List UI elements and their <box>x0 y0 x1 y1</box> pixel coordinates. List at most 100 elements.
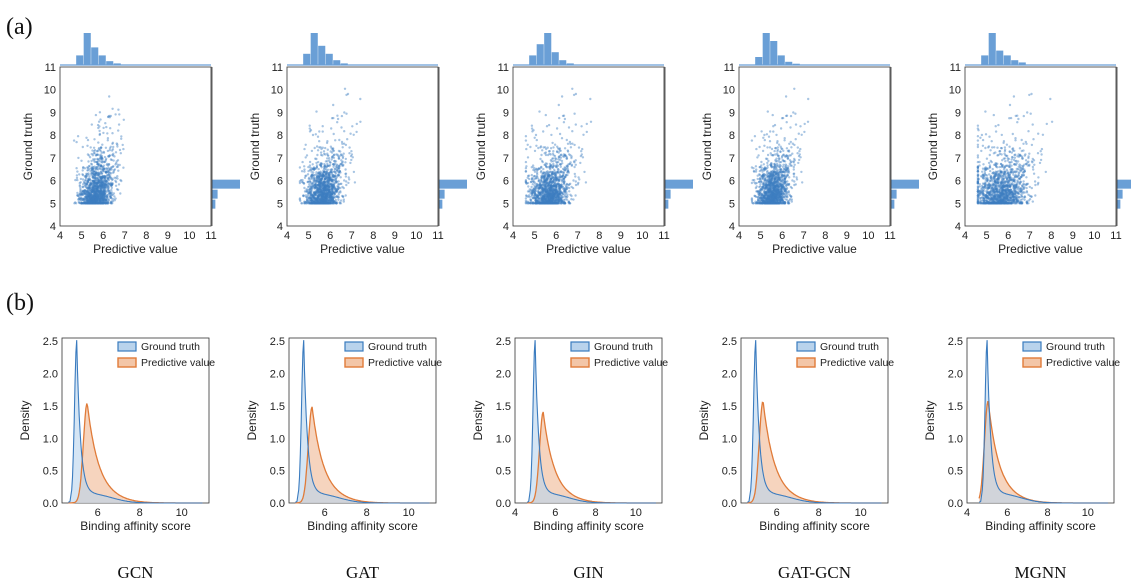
scatter-point <box>94 202 98 205</box>
scatter-point <box>99 183 102 186</box>
scatter-point <box>771 113 774 117</box>
scatter-point <box>92 195 96 198</box>
scatter-point <box>554 179 558 182</box>
scatter-point <box>102 186 105 189</box>
scatter-point <box>94 201 97 205</box>
scatter-point <box>103 187 106 191</box>
scatter-point <box>93 202 96 205</box>
scatter-point <box>79 193 82 196</box>
y-tick-label: 6 <box>503 176 509 188</box>
scatter-point <box>560 175 563 178</box>
scatter-point <box>104 146 108 149</box>
scatter-point <box>105 171 108 174</box>
scatter-point <box>90 193 93 196</box>
scatter-point <box>303 147 306 151</box>
scatter-point <box>336 114 339 117</box>
scatter-point <box>538 186 542 189</box>
scatter-point <box>341 195 345 198</box>
scatter-point <box>526 190 530 193</box>
scatter-point <box>106 139 110 142</box>
scatter-point <box>573 172 576 176</box>
scatter-point <box>102 200 106 203</box>
y-tick-label: 7 <box>50 153 56 165</box>
scatter-point <box>567 126 571 129</box>
scatter-point <box>345 93 348 97</box>
scatter-point <box>767 135 771 138</box>
scatter-point <box>108 147 112 150</box>
scatter-point <box>97 190 100 194</box>
scatter-point <box>349 154 353 158</box>
scatter-point <box>97 195 101 198</box>
scatter-point <box>570 163 574 166</box>
scatter-point <box>100 184 103 187</box>
scatter-point <box>102 195 106 199</box>
scatter-point <box>541 149 544 152</box>
scatter-point <box>547 188 550 191</box>
scatter-point <box>553 143 557 146</box>
scatter-point <box>330 195 333 198</box>
y-tick-label: 6 <box>277 176 283 188</box>
scatter-point <box>92 184 95 187</box>
scatter-point <box>94 199 97 202</box>
scatter-point <box>95 181 98 185</box>
scatter-point <box>557 158 560 161</box>
scatter-point <box>88 201 92 204</box>
scatter-point <box>107 173 111 177</box>
scatter-point <box>313 194 316 197</box>
scatter-point <box>93 201 96 204</box>
scatter-point <box>95 186 98 189</box>
scatter-point <box>102 150 105 154</box>
scatter-point <box>99 202 102 205</box>
scatter-point <box>545 197 548 200</box>
scatter-point <box>96 202 100 205</box>
scatter-point <box>91 200 94 203</box>
scatter-point <box>83 181 86 185</box>
scatter-point <box>313 167 316 171</box>
right-marginal-histogram <box>211 67 240 226</box>
scatter-point <box>100 192 104 196</box>
scatter-point <box>796 152 799 155</box>
scatter-point <box>84 202 87 205</box>
scatter-point <box>98 190 101 193</box>
scatter-point <box>116 188 120 191</box>
y-tick-label: 4 <box>503 221 509 233</box>
scatter-point <box>90 191 93 194</box>
scatter-point <box>76 135 80 138</box>
scatter-point <box>353 181 357 184</box>
scatter-point <box>97 153 100 157</box>
scatter-point <box>548 170 551 173</box>
scatter-point <box>98 184 101 188</box>
scatter-point <box>119 152 123 155</box>
scatter-point <box>103 180 107 183</box>
scatter-point <box>95 178 98 181</box>
scatter-point <box>109 196 113 199</box>
scatter-point <box>96 181 99 185</box>
scatter-point <box>87 200 91 203</box>
scatter-point <box>316 202 319 205</box>
scatter-point <box>301 178 304 182</box>
scatter-point <box>102 164 106 167</box>
scatter-point <box>543 172 546 175</box>
scatter-point <box>335 195 338 198</box>
scatter-point <box>91 176 95 179</box>
scatter-point <box>89 193 92 196</box>
scatter-point <box>103 193 106 196</box>
x-tick-label: 7 <box>575 230 581 242</box>
scatter-point <box>85 197 89 200</box>
scatter-point <box>326 193 330 196</box>
scatter-point <box>98 202 101 205</box>
scatter-point <box>78 193 81 196</box>
scatter-point <box>90 182 93 185</box>
y-tick-label: 11 <box>724 62 735 74</box>
scatter-point <box>120 179 123 183</box>
scatter-point <box>108 149 112 152</box>
scatter-point <box>101 201 105 205</box>
scatter-point <box>573 112 576 115</box>
scatter-point <box>110 200 113 204</box>
scatter-point <box>90 199 94 202</box>
scatter-point <box>95 191 98 195</box>
scatter-point <box>88 188 92 192</box>
scatter-point <box>89 197 93 200</box>
scatter-point <box>101 202 105 205</box>
scatter-point <box>533 174 536 178</box>
